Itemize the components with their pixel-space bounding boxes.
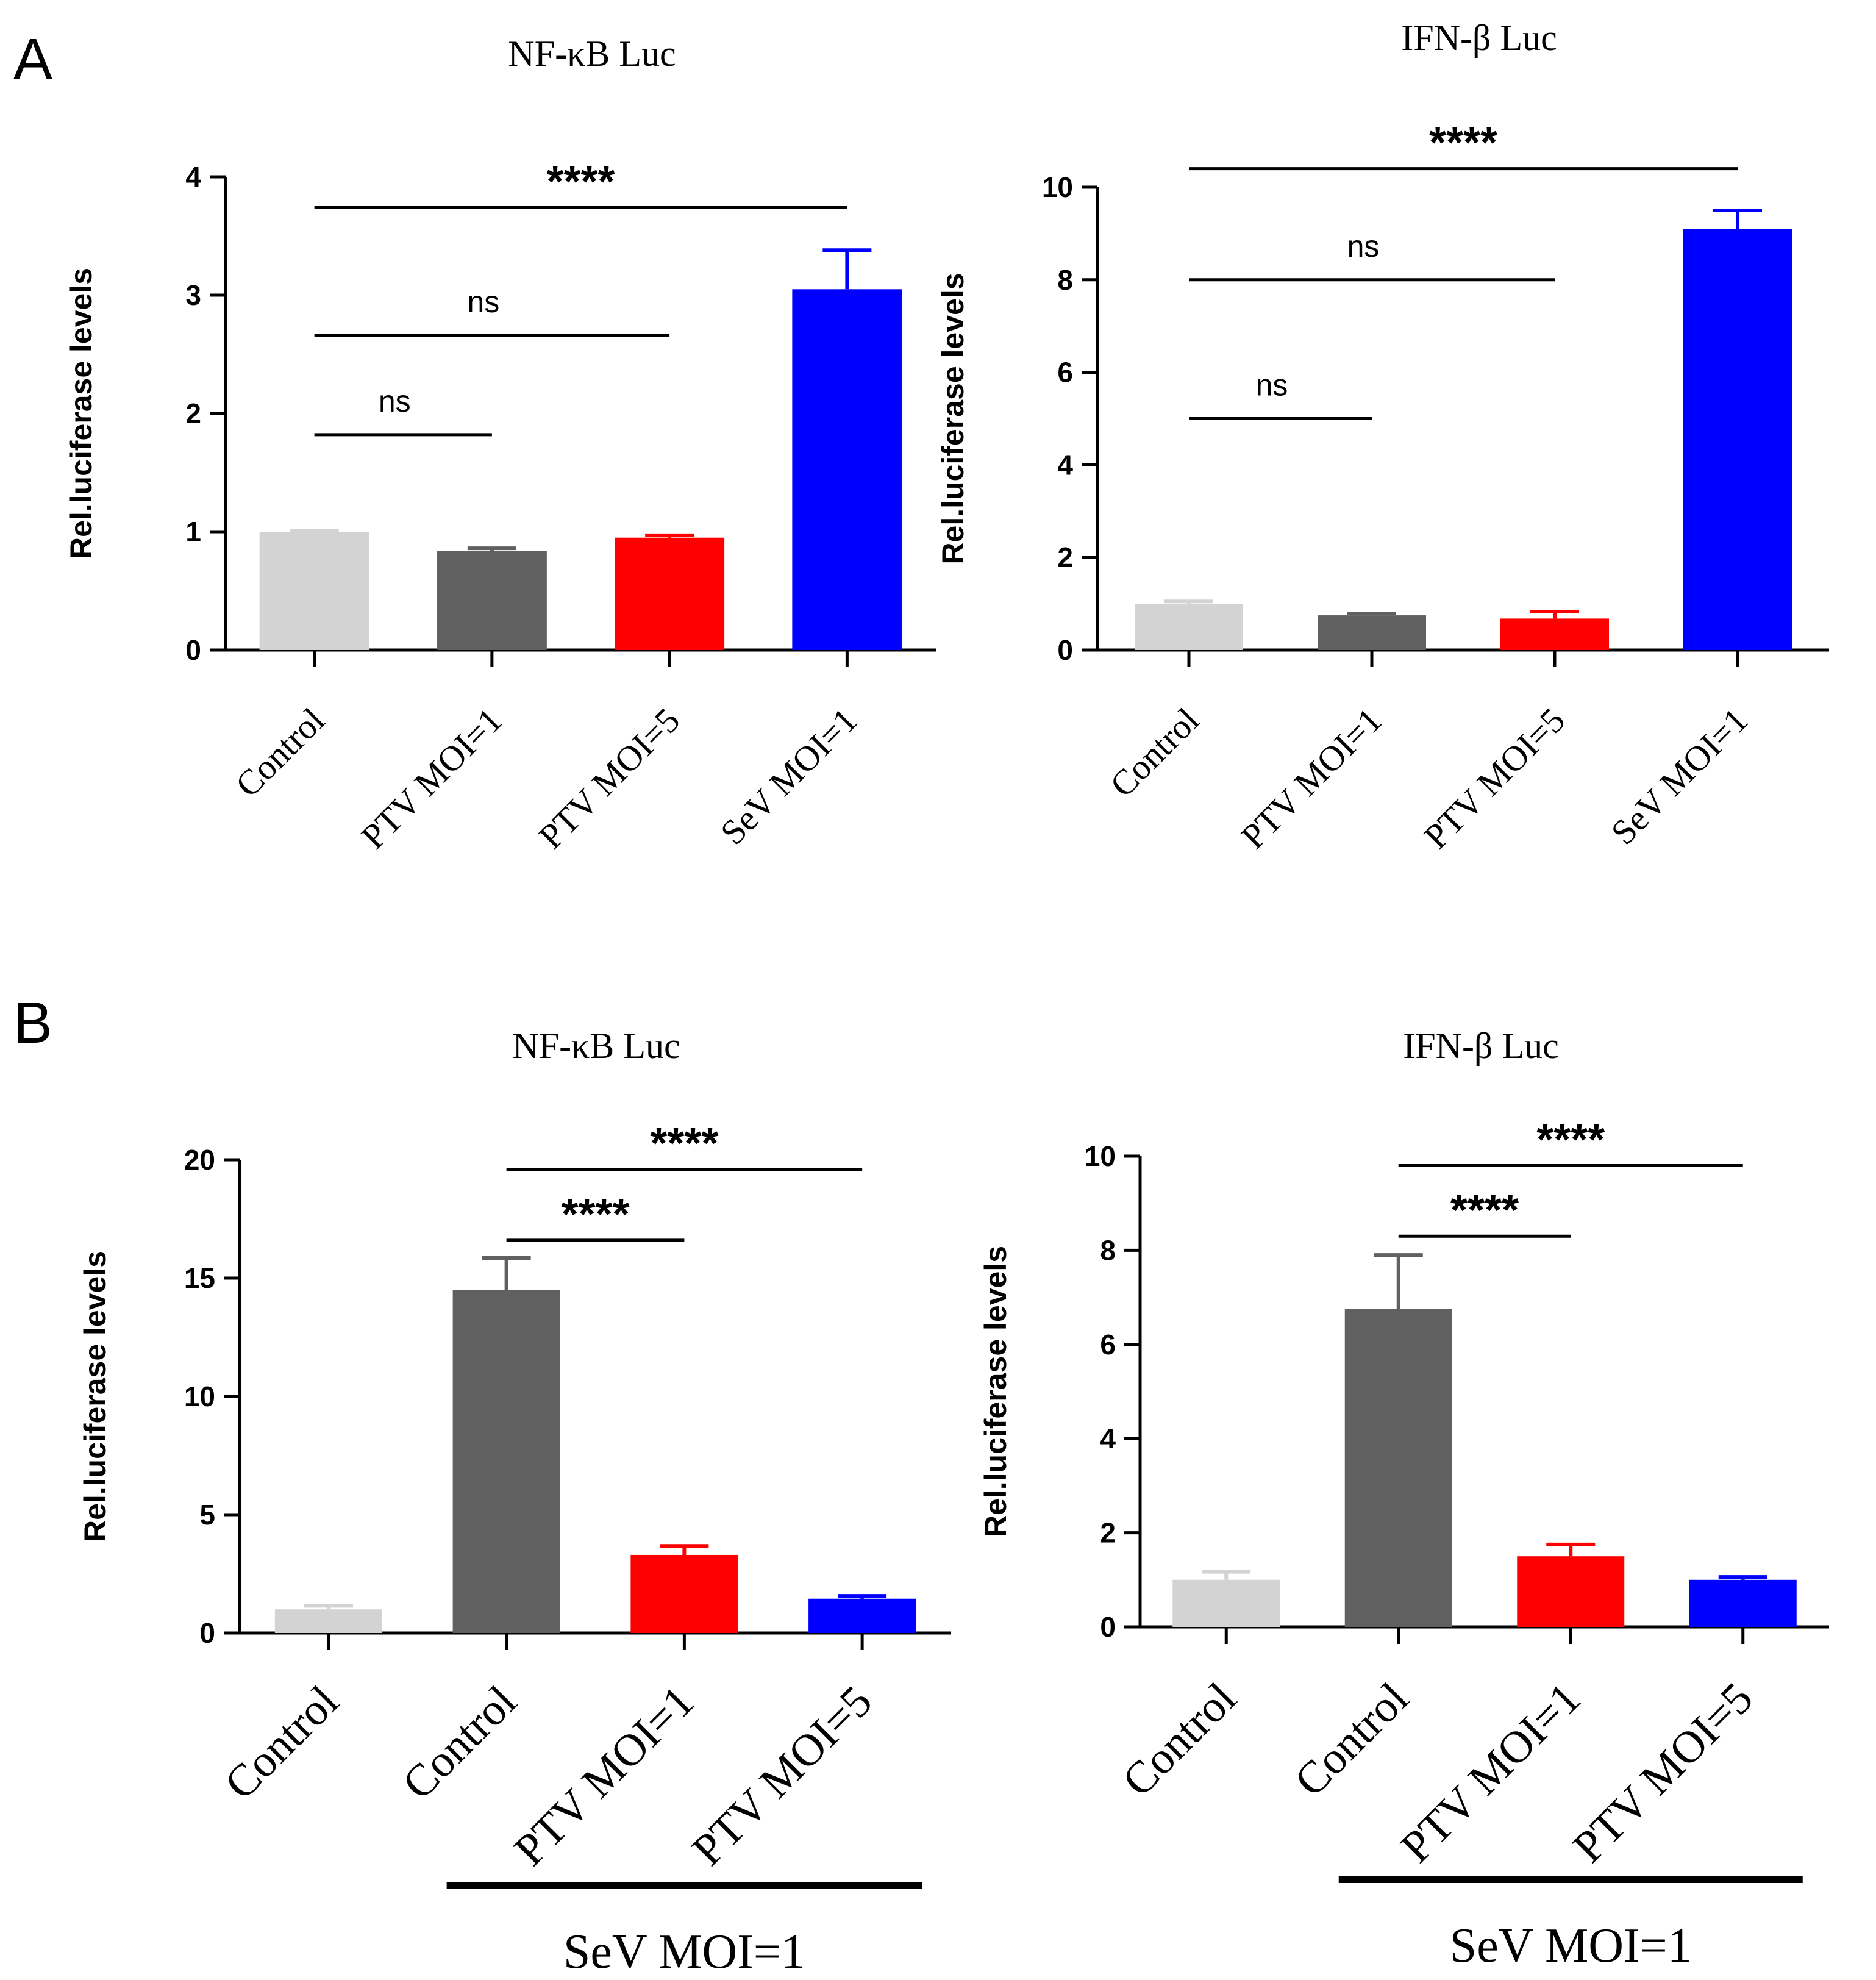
x-tick-label: Control <box>215 1676 348 1809</box>
x-tick-label: PTV MOI=5 <box>683 1676 882 1875</box>
chart-4: IFN-β Luc Rel.luciferase levels 0 2 4 6 8 10 Con… <box>979 1026 1829 1973</box>
error-bar-3 <box>1530 610 1579 619</box>
error-bar-1 <box>1202 1570 1251 1580</box>
y-axis-label: Rel.luciferase levels <box>936 273 970 564</box>
x-tick-label: Control <box>1285 1673 1418 1806</box>
y-tick-label: 3 <box>185 279 201 311</box>
group-label: SeV MOI=1 <box>563 1925 805 1979</box>
x-tick-label: Control <box>228 700 332 804</box>
error-bar-3 <box>660 1544 709 1555</box>
y-tick-label: 4 <box>185 161 201 193</box>
chart-1: NF-κB Luc Rel.luciferase levels 0 1 2 3 4 Contr… <box>64 34 936 857</box>
error-bar-4 <box>838 1594 887 1599</box>
error-bar-3 <box>645 533 694 538</box>
chart-title: NF-κB Luc <box>512 1026 680 1066</box>
chart-title: NF-κB Luc <box>508 34 676 74</box>
x-tick-label: SeV MOI=1 <box>713 700 865 852</box>
error-bar-2 <box>482 1256 531 1290</box>
significance-label-1: ns <box>1256 368 1288 402</box>
y-axis-label: Rel.luciferase levels <box>64 268 98 559</box>
chart-title: IFN-β Luc <box>1401 18 1557 58</box>
y-axis-label: Rel.luciferase levels <box>979 1246 1013 1537</box>
y-tick-label: 2 <box>1100 1517 1116 1549</box>
x-tick-label: PTV MOI=5 <box>1416 700 1572 856</box>
y-tick-label: 6 <box>1100 1329 1116 1360</box>
significance-label-1: **** <box>561 1190 629 1239</box>
y-tick-label: 20 <box>184 1144 215 1176</box>
chart-title: IFN-β Luc <box>1403 1026 1558 1066</box>
y-tick-label: 2 <box>185 398 201 429</box>
chart-3: NF-κB Luc Rel.luciferase levels 0 5 10 15 20 Co… <box>78 1026 951 1979</box>
error-bar-4 <box>1718 1575 1767 1580</box>
y-tick-label: 0 <box>199 1617 215 1649</box>
significance-label-2: **** <box>1536 1115 1605 1164</box>
x-tick-label: Control <box>1113 1673 1246 1806</box>
error-bar-4 <box>1713 208 1762 229</box>
x-tick-label: PTV MOI=5 <box>1563 1673 1762 1872</box>
bar-3 <box>615 537 725 650</box>
y-axis-label: Rel.luciferase levels <box>78 1251 112 1542</box>
significance-label-1: ns <box>379 384 411 418</box>
significance-label-2: **** <box>650 1120 718 1168</box>
x-tick-label: PTV MOI=1 <box>1391 1673 1590 1872</box>
error-bar-2 <box>1347 612 1396 616</box>
error-bar-1 <box>1164 599 1213 604</box>
y-tick-label: 1 <box>185 516 201 548</box>
y-tick-label: 10 <box>1042 171 1073 203</box>
bar-2 <box>1318 615 1426 650</box>
panel-letter-a: A <box>13 27 52 92</box>
significance-label-2: ns <box>467 285 499 319</box>
x-tick-label: PTV MOI=1 <box>1233 700 1389 856</box>
chart-2: IFN-β Luc Rel.luciferase levels 0 2 4 6 8 10 Con… <box>936 18 1829 857</box>
y-tick-label: 10 <box>1085 1140 1116 1172</box>
y-tick-label: 4 <box>1057 449 1073 481</box>
y-tick-label: 0 <box>185 634 201 666</box>
x-tick-label: Control <box>393 1676 526 1809</box>
bar-4 <box>808 1598 916 1633</box>
error-bar-4 <box>822 248 872 290</box>
bar-1 <box>274 1609 382 1633</box>
bar-4 <box>792 289 902 650</box>
significance-label-2: ns <box>1347 229 1380 263</box>
y-tick-label: 10 <box>184 1381 215 1412</box>
y-tick-label: 8 <box>1100 1234 1116 1266</box>
bar-4 <box>1689 1579 1797 1627</box>
bar-2 <box>437 551 547 650</box>
bar-3 <box>630 1554 738 1633</box>
y-tick-label: 8 <box>1057 264 1073 296</box>
x-tick-label: PTV MOI=1 <box>354 700 510 856</box>
x-tick-label: SeV MOI=1 <box>1603 700 1755 852</box>
bar-3 <box>1517 1556 1625 1627</box>
significance-label-1: **** <box>1450 1186 1519 1235</box>
error-bar-1 <box>290 529 339 533</box>
y-tick-label: 15 <box>184 1262 215 1294</box>
bar-2 <box>1344 1309 1452 1627</box>
y-tick-label: 0 <box>1057 634 1073 666</box>
panel-letter-b: B <box>13 990 52 1056</box>
y-tick-label: 4 <box>1100 1423 1116 1454</box>
bar-3 <box>1500 618 1609 650</box>
y-tick-label: 6 <box>1057 357 1073 388</box>
y-tick-label: 5 <box>199 1499 215 1531</box>
error-bar-1 <box>304 1604 353 1610</box>
error-bar-3 <box>1546 1542 1596 1557</box>
charts-container: NF-κB Luc Rel.luciferase levels 0 1 2 3 4 Contr… <box>64 18 1829 1979</box>
bar-2 <box>452 1290 560 1633</box>
bar-1 <box>1135 604 1243 650</box>
error-bar-2 <box>1374 1253 1423 1309</box>
bar-1 <box>259 532 369 650</box>
x-tick-label: Control <box>1102 700 1207 804</box>
significance-label-3: **** <box>546 157 615 206</box>
y-tick-label: 2 <box>1057 541 1073 573</box>
bar-1 <box>1172 1579 1280 1627</box>
significance-label-3: **** <box>1429 119 1497 168</box>
bar-4 <box>1683 229 1792 650</box>
y-tick-label: 0 <box>1100 1611 1116 1643</box>
x-tick-label: PTV MOI=1 <box>505 1676 704 1875</box>
group-label: SeV MOI=1 <box>1450 1919 1692 1973</box>
x-tick-label: PTV MOI=5 <box>531 700 687 856</box>
error-bar-2 <box>467 546 516 551</box>
